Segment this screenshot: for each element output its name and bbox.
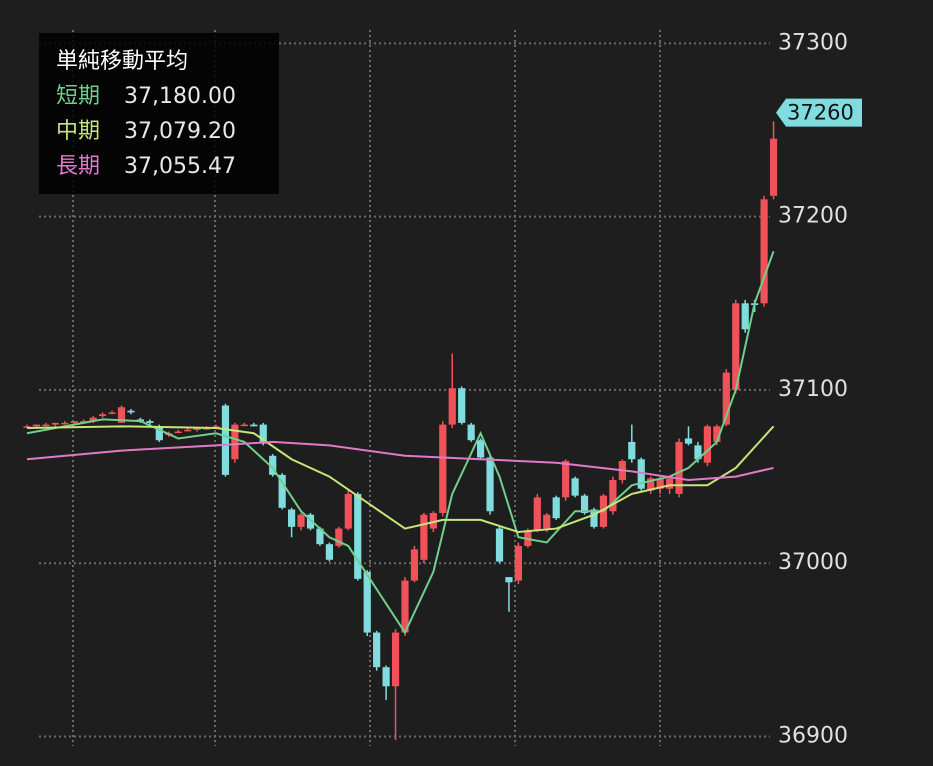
legend-name: 短期 [56,84,100,109]
candle-body [108,412,116,414]
candle-body [70,421,78,423]
candle-body [325,544,333,560]
legend-box [39,33,279,194]
candle-body [628,441,636,460]
candle-body [306,514,315,529]
candle-body [543,514,551,529]
y-tick-label: 37100 [778,377,848,402]
legend-value: 37,079.20 [124,119,236,144]
candle-body [99,414,107,416]
candle-body [174,431,182,434]
candle-body [495,528,504,562]
candle-body [344,493,352,529]
candle-body [240,424,248,427]
moving-average-line [26,440,774,482]
candle-body [666,478,674,489]
moving-average-line [26,425,775,534]
candle-body [354,493,362,579]
candle-body [391,632,400,687]
y-tick-label: 36900 [778,724,848,749]
candle-body [590,509,598,527]
candle-body [514,545,522,581]
candle-body [713,426,721,442]
candle-body [703,426,711,463]
candle-body [675,441,683,494]
candle-body [382,667,390,687]
candle-body [562,460,570,498]
candle-body [486,457,494,512]
plot [23,121,778,741]
candle-body [373,632,381,668]
candle-body [193,428,201,430]
y-axis: 36900 37000 37100 37200 37300 37260 [776,30,862,749]
candle-body [51,422,59,425]
candle-body [760,199,768,304]
candle-body [127,410,135,413]
candle-body [429,512,437,529]
y-tick-label: 37200 [778,204,848,229]
candle-body [420,514,428,560]
candle-body [117,407,126,423]
candle-body [89,417,97,422]
candle-body [269,455,277,475]
legend-value: 37,055.47 [124,154,236,179]
candle-body [741,303,749,330]
candle-body [684,438,693,444]
candle-body [32,424,41,427]
candle-body [647,478,655,491]
price-tag-label: 37260 [787,101,854,125]
legend-title: 単純移動平均 [56,49,188,74]
candle-body [61,422,69,425]
candle-body [410,549,419,581]
candle-body [335,528,343,546]
candle-body [732,303,740,390]
candle-body [571,478,579,496]
candle-body [146,421,154,423]
candle-body [722,372,730,425]
candle-body [477,440,485,458]
candle-body [42,424,50,427]
candle-body [505,577,513,583]
y-tick-label: 37000 [778,550,848,575]
candle-body [533,497,541,531]
candle-body [580,495,589,513]
candle-body [467,424,475,441]
candle-body [297,514,305,527]
candle-body [221,405,230,475]
candle-body [259,424,267,444]
candle-body [316,528,324,545]
legend: 単純移動平均 短期 37,180.00 中期 37,079.20 長期 37,0… [39,33,279,194]
legend-name: 長期 [56,154,100,179]
candle-body [155,426,163,441]
price-tag [776,98,862,127]
legend-name: 中期 [56,119,100,144]
candle-body [448,388,456,425]
candle-body [637,459,645,489]
candle-body [552,497,560,519]
candle-body [769,138,778,196]
candle-body [609,480,617,512]
moving-average-line [26,250,775,635]
legend-value: 37,180.00 [124,84,236,109]
candle-body [458,388,466,423]
candle-body [184,429,192,432]
candle-body [656,478,664,489]
candle-body [250,424,258,427]
candle-body [439,424,447,513]
candle-body [363,571,371,633]
candle-body [288,509,296,527]
candle-body [694,445,702,460]
candle-body [231,424,239,460]
candle-body [278,474,286,508]
candle-body [401,580,409,633]
y-tick-label: 37300 [778,30,848,55]
